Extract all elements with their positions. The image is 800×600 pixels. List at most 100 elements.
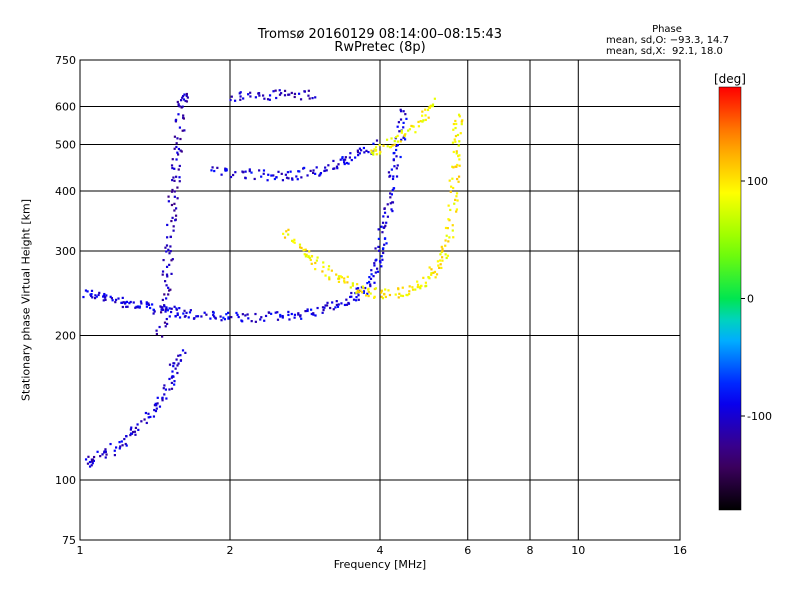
echo-point [170,387,174,390]
echo-point [167,289,171,292]
echo-point [446,254,450,257]
echo-point [91,296,94,299]
echo-point [178,316,182,319]
echo-point [110,297,113,300]
echo-point [101,453,104,456]
echo-point [396,140,399,143]
echo-point [278,93,282,96]
echo-point [362,291,365,294]
echo-point [457,175,461,178]
echo-point [363,151,366,154]
echo-point [335,165,339,168]
echo-point [411,125,414,128]
echo-point [370,269,373,272]
echo-point [417,125,421,128]
echo-point [227,316,230,319]
echo-point [212,315,216,318]
echo-point [380,295,383,298]
echo-point [424,114,427,117]
echo-point [382,247,385,250]
echo-point [287,93,290,96]
echo-point [187,316,190,319]
echo-point [163,393,166,396]
echo-point [381,258,384,261]
echo-point [274,89,277,92]
echo-point [184,314,187,318]
echo-point [419,287,422,290]
echo-point [182,114,185,117]
echo-point [94,297,97,300]
echo-point [399,155,402,159]
echo-point [178,307,181,310]
echo-point [227,317,230,320]
echo-point [290,91,293,95]
echo-point [175,308,178,311]
echo-point [137,428,140,432]
echo-point [119,445,122,448]
echo-point [168,263,171,266]
echo-point [330,269,333,272]
echo-point [387,289,390,292]
echo-point [416,280,419,283]
echo-point [214,317,217,320]
echo-point [400,129,403,132]
echo-point [123,437,126,441]
echo-point [209,317,212,320]
echo-point [314,96,317,99]
echo-point [460,120,463,123]
echo-point [399,140,402,143]
echo-point [167,195,170,198]
echo-point [306,174,309,177]
echo-point [84,458,88,461]
echo-point [164,388,168,391]
echo-point [397,287,400,290]
echo-point [145,421,148,425]
echo-point [105,294,108,297]
echo-point [454,126,457,130]
echo-point [176,153,180,156]
x-tick-label-16: 16 [673,544,687,557]
echo-point [169,310,173,314]
echo-point [369,292,372,295]
echo-point [163,384,166,387]
echo-point [179,149,182,152]
echo-point [103,292,106,296]
echo-point [244,170,247,173]
echo-point [91,462,94,465]
echo-point [422,276,425,279]
echo-point [171,216,174,219]
echo-point [452,236,455,239]
echo-point [248,168,251,171]
echo-point [242,171,245,174]
echo-point [348,156,352,159]
echo-point [321,306,325,309]
echo-point [393,143,396,146]
echo-point [395,155,398,158]
echo-point [171,179,174,182]
y-tick-label-300: 300 [55,245,76,258]
echo-point [181,349,185,352]
echo-point [303,90,306,93]
echo-point [114,298,118,301]
echo-point [373,262,376,265]
echo-point [282,232,285,235]
echo-point [305,253,308,256]
echo-point [416,283,420,286]
echo-point [298,170,301,173]
echo-point [279,313,282,317]
echo-point [173,147,176,150]
echo-point [424,281,427,284]
echo-point [381,231,384,234]
echo-point [433,97,436,100]
echo-point [154,402,157,405]
echo-point [346,281,349,284]
phase-title: Phase [652,24,682,35]
echo-point [162,387,165,390]
echo-point [151,303,154,306]
echo-point [125,435,128,438]
echo-point [133,430,137,433]
echo-point [166,236,169,239]
echo-point [224,169,227,172]
echo-point [159,311,163,314]
echo-point [161,270,165,273]
